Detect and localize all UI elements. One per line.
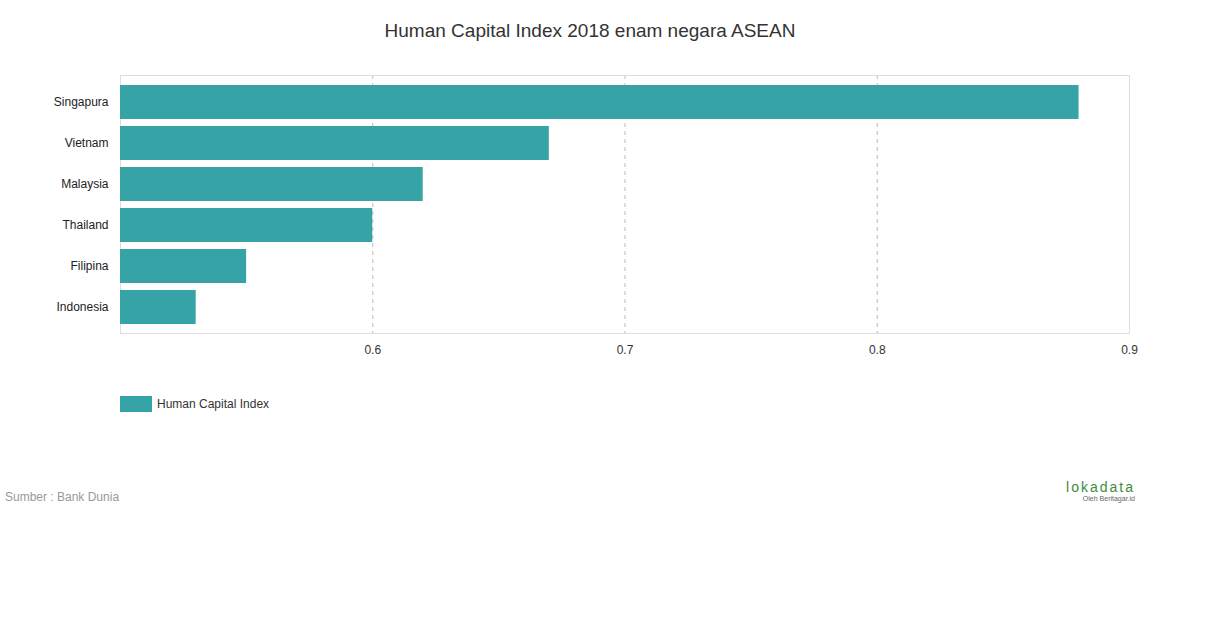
svg-text:Thailand: Thailand [62,218,108,232]
svg-text:0.7: 0.7 [617,343,634,357]
svg-text:Filipina: Filipina [70,259,108,273]
svg-text:Malaysia: Malaysia [61,177,109,191]
svg-text:0.8: 0.8 [869,343,886,357]
svg-text:Indonesia: Indonesia [56,300,108,314]
html-text:Human Capital Index: Human Capital Index [157,397,270,411]
svg-text:0.9: 0.9 [1121,343,1138,357]
html-text:Oleh Beritagar.id: Oleh Beritagar.id [1082,495,1135,502]
svg-text:Singapura: Singapura [54,95,109,109]
svg-text:Vietnam: Vietnam [65,136,109,150]
html-text:Human Capital Index 2018 enam: Human Capital Index 2018 enam negara ASE… [384,20,796,41]
html-text:Sumber : Bank Dunia: Sumber : Bank Dunia [5,490,120,504]
html-text:lokadata: lokadata [1066,479,1135,495]
svg-text:0.6: 0.6 [364,343,381,357]
